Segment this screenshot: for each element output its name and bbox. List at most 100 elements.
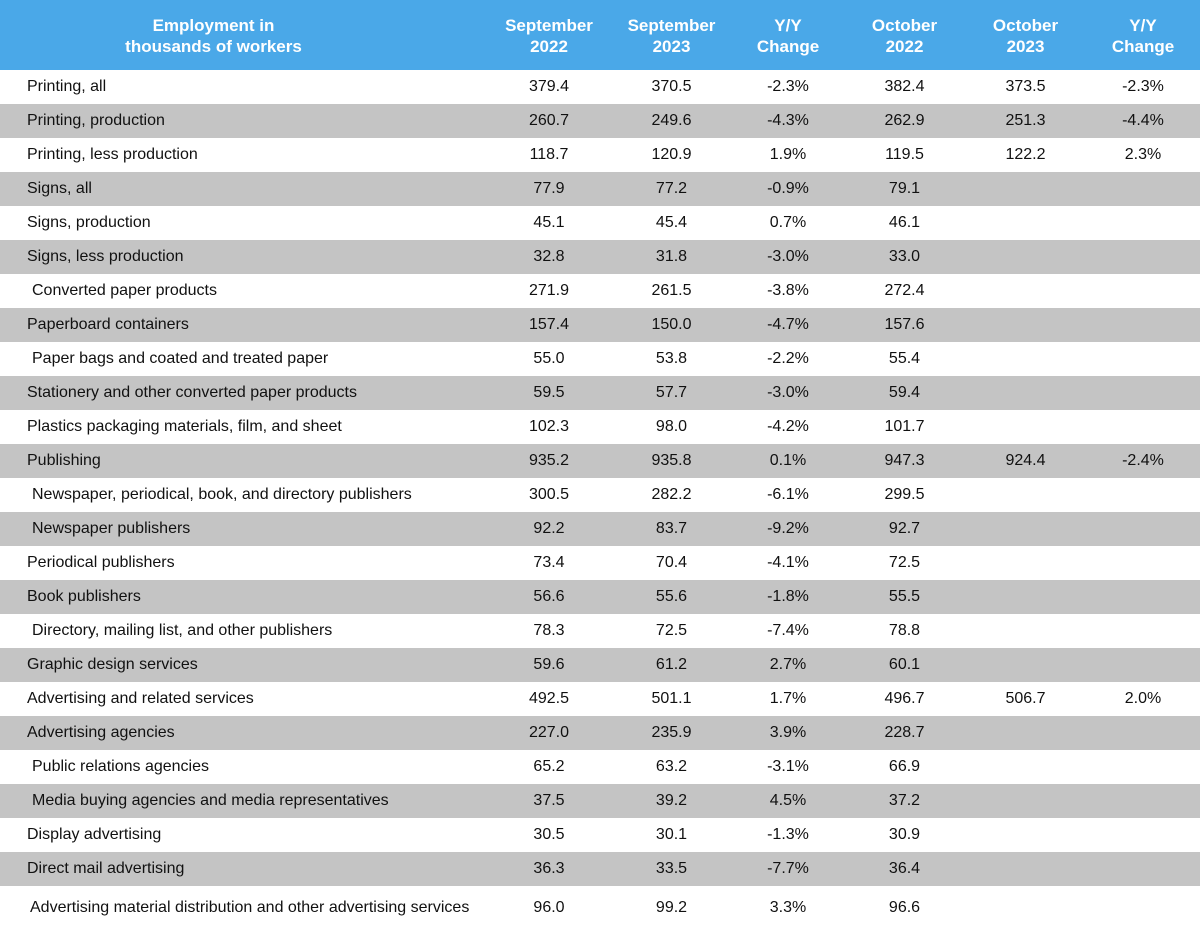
cell-sep-2022: 379.4 — [528, 78, 570, 95]
row-label: Signs, production — [27, 214, 151, 231]
cell-sep-2022: 55.0 — [533, 350, 565, 367]
cell-oct-2023 — [965, 546, 1086, 580]
cell-sep-2023: 249.6 — [611, 104, 732, 138]
row-label: Stationery and other converted paper pro… — [0, 376, 487, 410]
cell-sep-2023: 98.0 — [655, 418, 688, 435]
cell-oct-2022: 947.3 — [844, 444, 965, 478]
cell-sep-2022: 65.2 — [533, 758, 565, 775]
table-row: Plastics packaging materials, film, and … — [0, 410, 1200, 444]
cell-oct-2022: 96.6 — [888, 899, 921, 916]
cell-oct-2023 — [965, 580, 1086, 614]
cell-sep-yy-change: -4.7% — [732, 308, 844, 342]
table-row: Advertising and related services 492.5 501… — [0, 682, 1200, 716]
cell-sep-2022: 78.3 — [533, 622, 565, 639]
cell-sep-yy-change: -4.3% — [732, 104, 844, 138]
cell-oct-2022: 299.5 — [884, 486, 925, 503]
table-row: Newspaper, periodical, book, and directo… — [0, 478, 1200, 512]
header-line: Y/Y — [1129, 15, 1157, 35]
cell-sep-2022: 59.5 — [487, 376, 611, 410]
cell-oct-yy-change — [1086, 852, 1200, 886]
header-col-oct-2022: October 2022 — [844, 0, 965, 70]
cell-sep-2023: 70.4 — [655, 554, 688, 571]
row-label: Advertising and related services — [27, 690, 254, 707]
cell-oct-2022: 55.4 — [888, 350, 921, 367]
cell-sep-yy-change: -2.3% — [767, 78, 809, 95]
cell-oct-yy-change — [1086, 886, 1200, 930]
cell-oct-2023 — [965, 478, 1086, 512]
cell-sep-2023: 83.7 — [611, 512, 732, 546]
table-row: Publishing 935.2 935.8 0.1% 947.3 924.4 -2.4% — [0, 444, 1200, 478]
table-row: Media buying agencies and media represen… — [0, 784, 1200, 818]
header-col-sep-2022: September 2022 — [487, 0, 611, 70]
cell-oct-yy-change: -2.4% — [1086, 444, 1200, 478]
cell-sep-2022: 118.7 — [529, 146, 569, 163]
header-line: Y/Y — [774, 15, 802, 35]
cell-sep-2022: 260.7 — [487, 104, 611, 138]
cell-oct-yy-change: 2.0% — [1124, 690, 1162, 707]
cell-oct-2022: 72.5 — [888, 554, 921, 571]
header-line: October — [871, 15, 938, 35]
cell-oct-yy-change — [1086, 614, 1200, 648]
header-line: Change — [756, 36, 820, 56]
cell-oct-2022: 228.7 — [844, 716, 965, 750]
table-body: Printing, all 379.4 370.5 -2.3% 382.4 373.5 -2… — [0, 70, 1200, 930]
cell-sep-yy-change: -3.0% — [732, 376, 844, 410]
row-label: Printing, production — [0, 104, 487, 138]
row-label: Display advertising — [27, 826, 162, 843]
cell-sep-2022: 59.6 — [487, 648, 611, 682]
table-row: Display advertising 30.5 30.1 -1.3% 30.9 — [0, 818, 1200, 852]
cell-sep-2023: 282.2 — [651, 486, 692, 503]
cell-sep-2022: 36.3 — [487, 852, 611, 886]
cell-sep-yy-change: -3.1% — [767, 758, 809, 775]
cell-sep-2023: 150.0 — [611, 308, 732, 342]
cell-oct-2022: 496.7 — [884, 690, 925, 707]
cell-oct-2022: 101.7 — [884, 418, 925, 435]
cell-oct-yy-change — [1086, 240, 1200, 274]
table-row: Public relations agencies 65.2 63.2 -3.1% 66… — [0, 750, 1200, 784]
cell-sep-2022: 102.3 — [528, 418, 570, 435]
table-row: Newspaper publishers 92.2 83.7 -9.2% 92.7 — [0, 512, 1200, 546]
row-label: Paper bags and coated and treated paper — [32, 350, 329, 367]
cell-oct-2022: 55.5 — [844, 580, 965, 614]
cell-oct-2022: 382.4 — [884, 78, 925, 95]
cell-oct-2023 — [965, 750, 1086, 784]
cell-sep-yy-change: 3.3% — [769, 899, 807, 916]
row-label: Printing, all — [27, 78, 107, 95]
table-row: Advertising material distribution and ot… — [0, 886, 1200, 930]
cell-oct-2023: 506.7 — [1005, 690, 1046, 707]
cell-sep-2023: 77.2 — [611, 172, 732, 206]
row-label: Book publishers — [0, 580, 487, 614]
cell-oct-yy-change — [1086, 172, 1200, 206]
cell-sep-2022: 37.5 — [487, 784, 611, 818]
table-row: Paper bags and coated and treated paper 5… — [0, 342, 1200, 376]
table-row: Signs, less production 32.8 31.8 -3.0% 33.0 — [0, 240, 1200, 274]
table-row: Printing, less production 118.7 120.9 1.9% 1… — [0, 138, 1200, 172]
cell-oct-2023 — [965, 240, 1086, 274]
cell-oct-yy-change — [1086, 750, 1200, 784]
table-row: Signs, all 77.9 77.2 -0.9% 79.1 — [0, 172, 1200, 206]
cell-oct-yy-change — [1086, 206, 1200, 240]
cell-sep-2023: 935.8 — [611, 444, 732, 478]
cell-oct-yy-change — [1086, 716, 1200, 750]
cell-sep-2022: 935.2 — [487, 444, 611, 478]
cell-sep-yy-change: 0.7% — [769, 214, 807, 231]
cell-sep-2023: 63.2 — [655, 758, 688, 775]
cell-sep-yy-change: -7.4% — [767, 622, 809, 639]
cell-sep-2022: 96.0 — [533, 899, 565, 916]
cell-oct-2022: 33.0 — [844, 240, 965, 274]
row-label: Newspaper publishers — [0, 512, 487, 546]
header-label-line: thousands of workers — [125, 36, 302, 56]
row-label: Periodical publishers — [27, 554, 175, 571]
row-label: Signs, all — [0, 172, 487, 206]
table-row: Periodical publishers 73.4 70.4 -4.1% 72.5 — [0, 546, 1200, 580]
cell-oct-yy-change — [1086, 308, 1200, 342]
cell-sep-2022: 157.4 — [487, 308, 611, 342]
cell-oct-2023 — [965, 852, 1086, 886]
header-label: Employment in thousands of workers — [0, 0, 487, 70]
cell-sep-2023: 61.2 — [611, 648, 732, 682]
table-row: Converted paper products 271.9 261.5 -3.8% 2… — [0, 274, 1200, 308]
row-label: Media buying agencies and media represen… — [0, 784, 487, 818]
row-label: Advertising agencies — [0, 716, 487, 750]
cell-sep-yy-change: -2.2% — [767, 350, 809, 367]
